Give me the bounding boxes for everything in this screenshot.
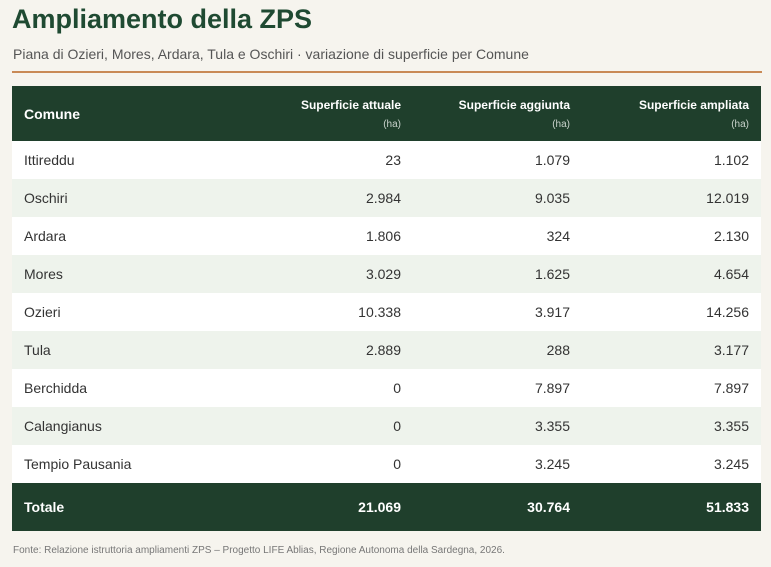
cell-total-aggiunta: 30.764 (527, 499, 570, 515)
table-row: Berchidda 0 7.897 7.897 (12, 369, 761, 407)
column-header-unit: (ha) (731, 119, 749, 130)
table-row: Ozieri 10.338 3.917 14.256 (12, 293, 761, 331)
cell-aggiunta: 3.245 (534, 456, 570, 472)
cell-attuale: 1.806 (365, 228, 401, 244)
column-header-unit: (ha) (552, 119, 570, 130)
cell-total-ampliata: 51.833 (706, 499, 749, 515)
cell-aggiunta: 288 (546, 342, 570, 358)
cell-ampliata: 3.355 (713, 418, 749, 434)
cell-comune: Tula (24, 342, 51, 358)
column-header-label: Superficie ampliata (638, 98, 749, 112)
column-header-label: Superficie aggiunta (458, 98, 570, 112)
cell-comune: Tempio Pausania (24, 456, 132, 472)
cell-ampliata: 14.256 (706, 304, 749, 320)
page-title: Ampliamento della ZPS (12, 4, 313, 34)
cell-ampliata: 3.177 (713, 342, 749, 358)
cell-aggiunta: 3.917 (534, 304, 570, 320)
column-header-label: Superficie attuale (300, 98, 401, 112)
total-row: Totale 21.069 30.764 51.833 (12, 483, 761, 531)
column-header-superficie-attuale[interactable]: Superficie attuale (ha) (245, 86, 413, 141)
cell-attuale: 0 (393, 456, 401, 472)
cell-comune: Oschiri (24, 190, 68, 206)
cell-total-label: Totale (24, 499, 65, 515)
cell-attuale: 10.338 (358, 304, 401, 320)
cell-ampliata: 2.130 (713, 228, 749, 244)
cell-aggiunta: 324 (546, 228, 570, 244)
column-header-superficie-ampliata[interactable]: Superficie ampliata (ha) (582, 86, 761, 141)
table-row: Calangianus 0 3.355 3.355 (12, 407, 761, 445)
cell-aggiunta: 3.355 (534, 418, 570, 434)
cell-comune: Mores (24, 266, 63, 282)
cell-attuale: 2.984 (365, 190, 401, 206)
table-row: Mores 3.029 1.625 4.654 (12, 255, 761, 293)
cell-ampliata: 7.897 (713, 380, 749, 396)
cell-comune: Calangianus (24, 418, 102, 434)
cell-attuale: 0 (393, 418, 401, 434)
cell-ampliata: 12.019 (706, 190, 749, 206)
cell-ampliata: 4.654 (713, 266, 749, 282)
cell-comune: Ardara (24, 228, 67, 244)
table-row: Ardara 1.806 324 2.130 (12, 217, 761, 255)
cell-attuale: 0 (393, 380, 401, 396)
table-row: Oschiri 2.984 9.035 12.019 (12, 179, 761, 217)
table-header-row: Comune Superficie attuale (ha) Superfici… (12, 86, 761, 141)
page-subtitle: Piana di Ozieri, Mores, Ardara, Tula e O… (13, 46, 529, 62)
cell-comune: Ozieri (24, 304, 61, 320)
column-header-label: Comune (24, 105, 80, 122)
cell-aggiunta: 7.897 (534, 380, 570, 396)
table-row: Tempio Pausania 0 3.245 3.245 (12, 445, 761, 483)
table-row: Ittireddu 23 1.079 1.102 (12, 141, 761, 179)
cell-attuale: 3.029 (365, 266, 401, 282)
cell-aggiunta: 9.035 (534, 190, 570, 206)
cell-comune: Ittireddu (24, 152, 75, 168)
table-row: Tula 2.889 288 3.177 (12, 331, 761, 369)
cell-ampliata: 1.102 (713, 152, 749, 168)
cell-total-attuale: 21.069 (358, 499, 401, 515)
cell-aggiunta: 1.625 (534, 266, 570, 282)
column-header-comune[interactable]: Comune (12, 86, 245, 141)
surface-table: Comune Superficie attuale (ha) Superfici… (12, 86, 761, 531)
cell-ampliata: 3.245 (713, 456, 749, 472)
column-header-unit: (ha) (383, 119, 401, 130)
column-header-superficie-aggiunta[interactable]: Superficie aggiunta (ha) (413, 86, 582, 141)
cell-attuale: 2.889 (365, 342, 401, 358)
source-note: Fonte: Relazione istruttoria ampliamenti… (13, 545, 505, 556)
cell-attuale: 23 (385, 152, 401, 168)
cell-comune: Berchidda (24, 380, 88, 396)
divider (12, 71, 762, 73)
cell-aggiunta: 1.079 (534, 152, 570, 168)
